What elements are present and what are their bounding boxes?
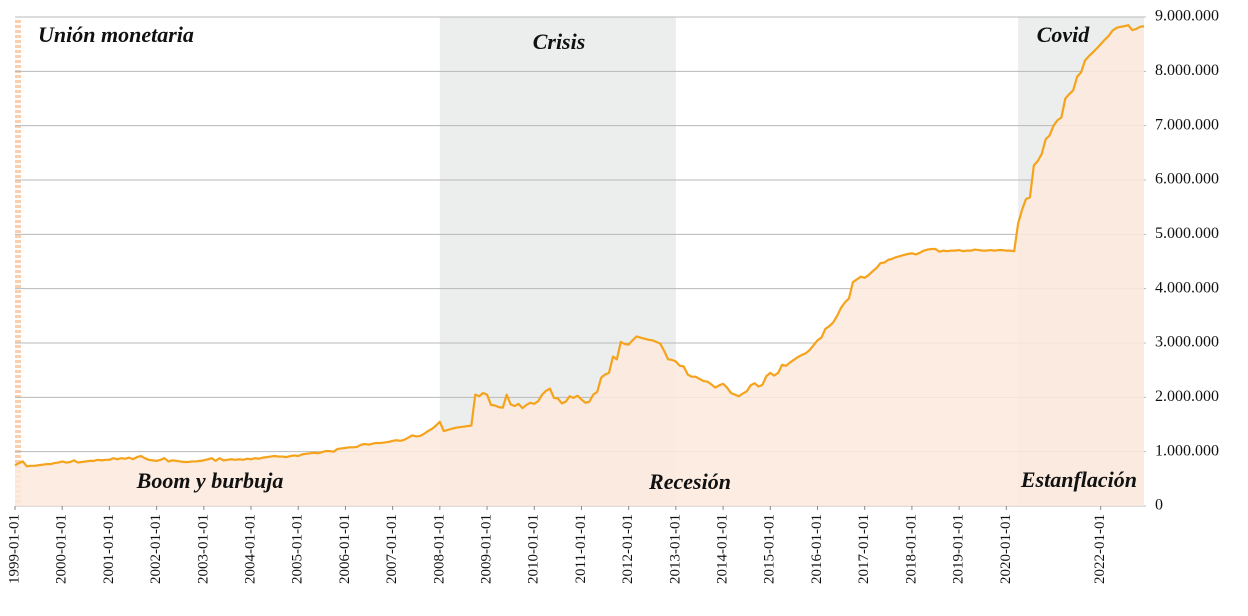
y-tick-label: 1.000.000 [1155,442,1219,459]
y-tick-label: 6.000.000 [1155,171,1219,188]
area [15,25,1144,507]
x-tick-label: 2003-01-01 [195,514,211,584]
x-tick-label: 2008-01-01 [431,514,447,584]
x-tick-label: 2013-01-01 [667,514,683,584]
y-tick-label: 2.000.000 [1155,388,1219,405]
annotation: Estanflación [1020,467,1137,492]
annotation: Unión monetaria [38,22,194,47]
x-tick-label: 2007-01-01 [384,514,400,584]
y-tick-label: 4.000.000 [1155,279,1219,296]
y-tick-label: 8.000.000 [1155,62,1219,79]
x-tick-label: 2018-01-01 [903,514,919,584]
annotation: Covid [1037,22,1091,47]
y-tick-label: 5.000.000 [1155,225,1219,242]
x-tick-label: 2005-01-01 [290,514,306,584]
y-tick-label: 0 [1155,497,1163,514]
x-tick-label: 1999-01-01 [6,514,22,584]
x-tick-label: 2002-01-01 [148,514,164,584]
x-tick-label: 2010-01-01 [526,514,542,584]
x-tick-label: 2006-01-01 [337,514,353,584]
x-tick-label: 2020-01-01 [998,514,1014,584]
x-tick-label: 2009-01-01 [478,514,494,584]
y-tick-label: 3.000.000 [1155,334,1219,351]
x-tick-label: 2004-01-01 [242,514,258,584]
y-tick-label: 9.000.000 [1155,8,1219,25]
x-tick-label: 2016-01-01 [809,514,825,584]
annotation: Recesión [648,469,731,494]
x-tick-label: 2015-01-01 [762,514,778,584]
x-tick-label: 2017-01-01 [856,514,872,584]
x-tick-label: 2001-01-01 [101,514,117,584]
x-tick-label: 2011-01-01 [573,514,589,583]
x-tick-label: 2014-01-01 [715,514,731,584]
x-tick-label: 2022-01-01 [1092,514,1108,584]
x-tick-label: 2019-01-01 [951,514,967,584]
x-tick-label: 2012-01-01 [620,514,636,584]
line [14,24,1145,468]
x-tick-label: 2000-01-01 [54,514,70,584]
annotation: Crisis [533,29,586,54]
annotation: Boom y burbuja [136,468,284,493]
y-tick-label: 7.000.000 [1155,116,1219,133]
